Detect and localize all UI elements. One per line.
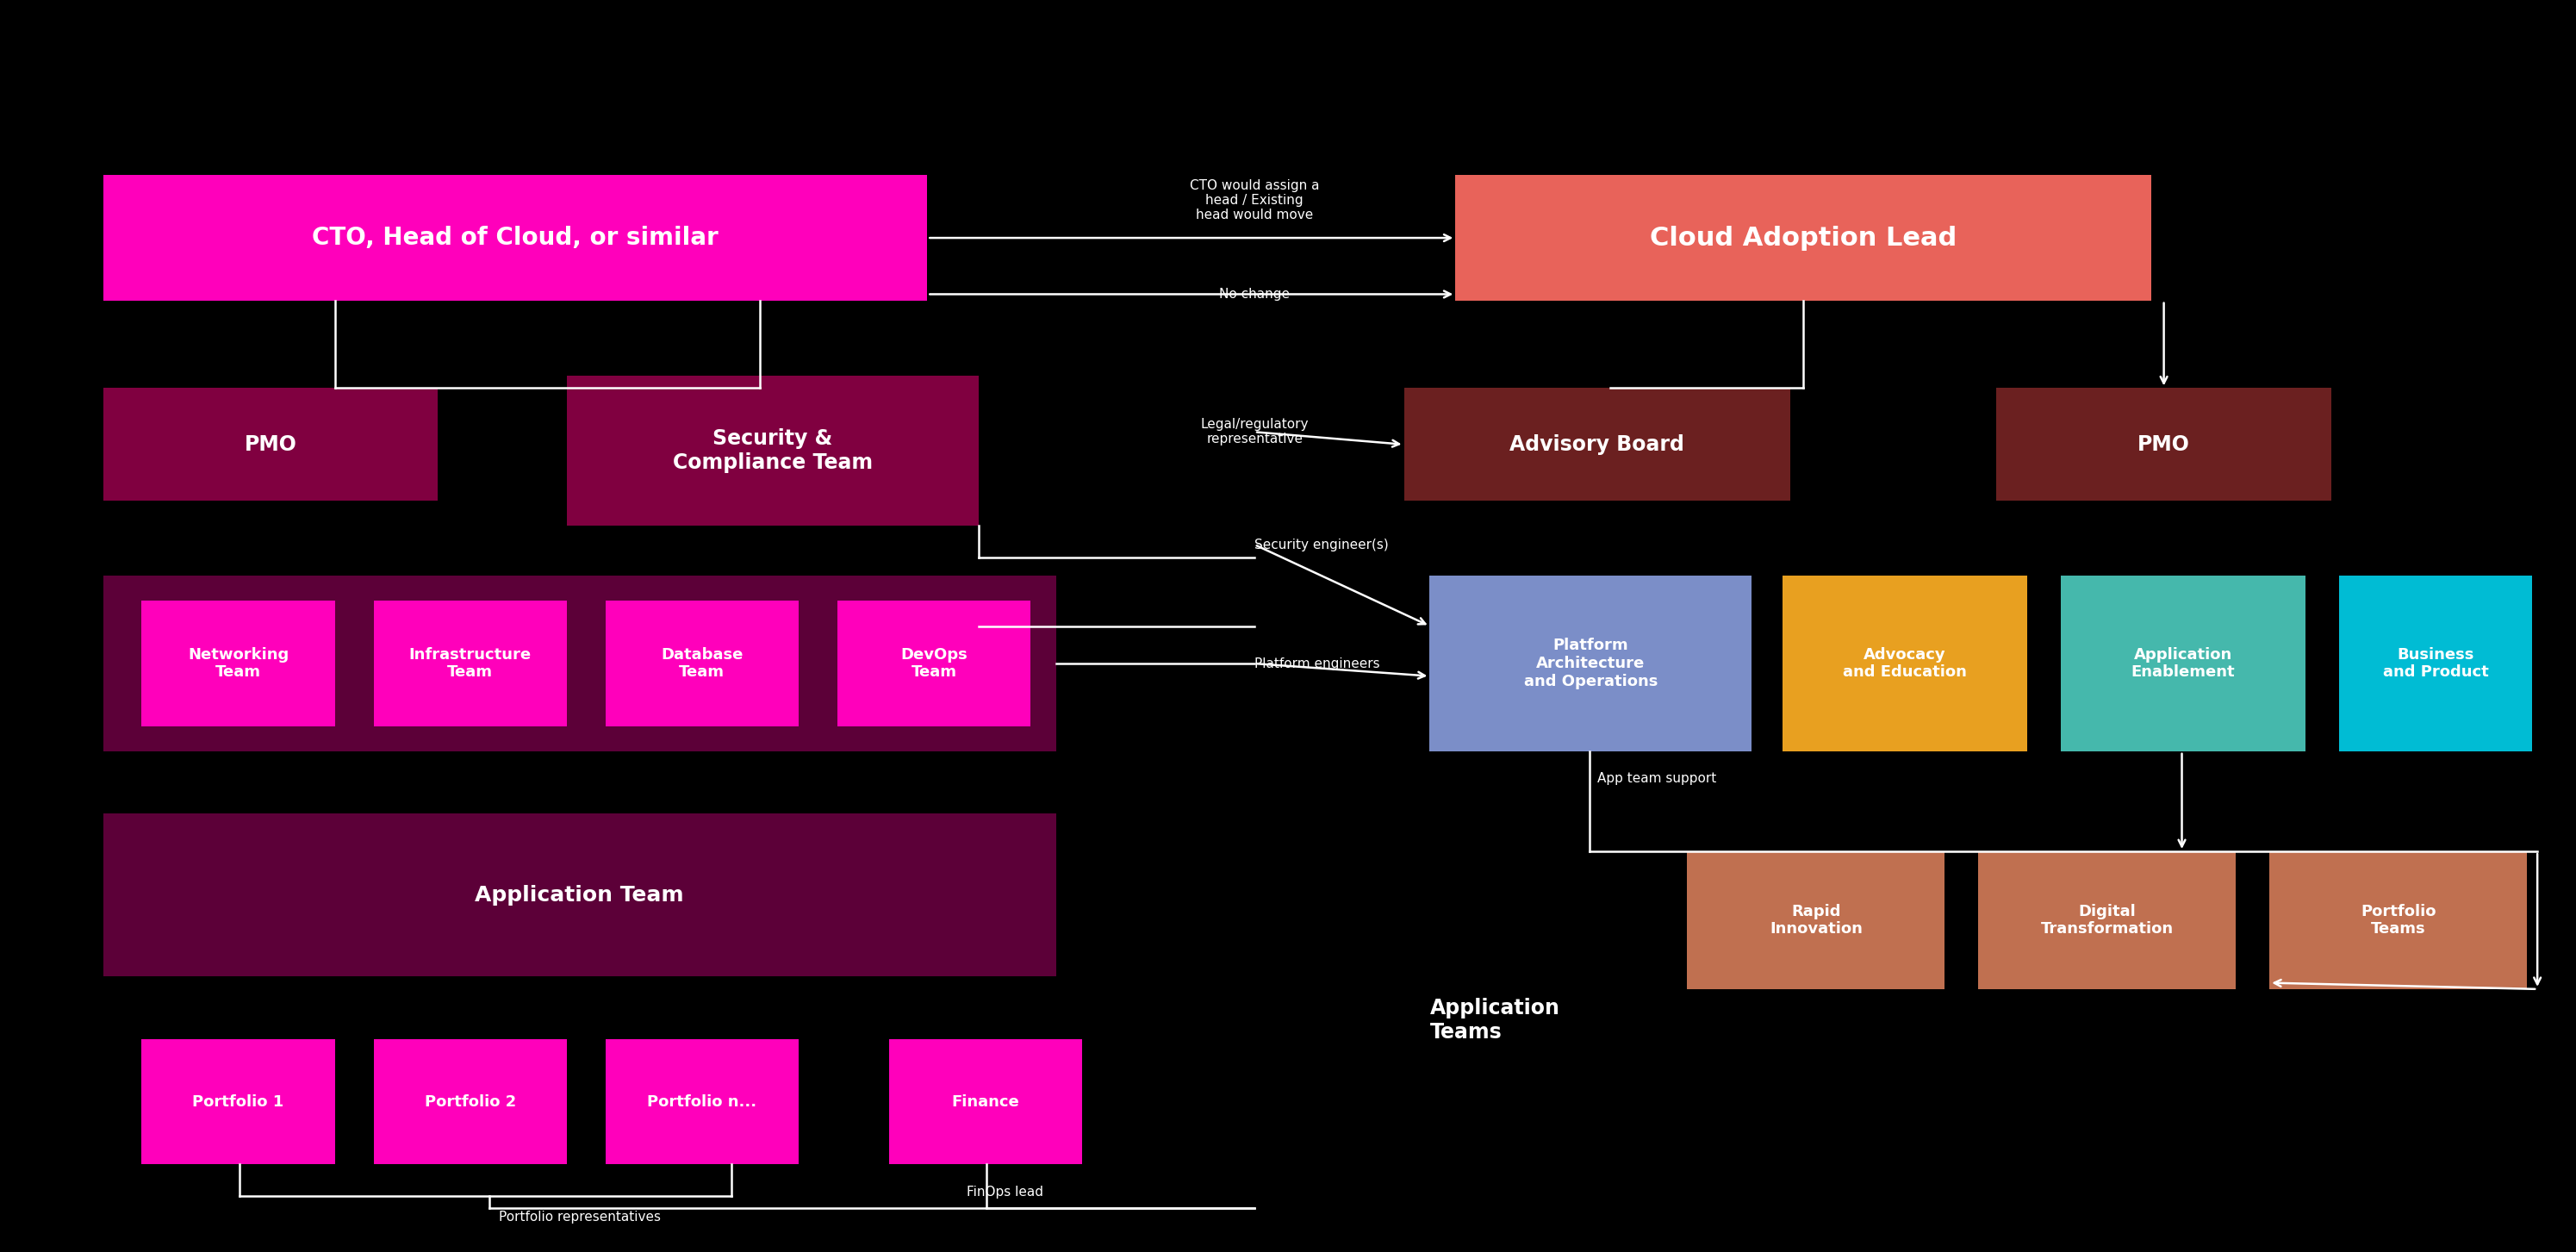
FancyBboxPatch shape: [1687, 851, 1945, 989]
FancyBboxPatch shape: [374, 1039, 567, 1164]
Text: PMO: PMO: [245, 434, 296, 454]
FancyBboxPatch shape: [1455, 175, 2151, 300]
Text: Infrastructure
Team: Infrastructure Team: [410, 647, 531, 680]
Text: Platform engineers: Platform engineers: [1255, 657, 1381, 670]
Text: CTO, Head of Cloud, or similar: CTO, Head of Cloud, or similar: [312, 225, 719, 250]
Text: Cloud Adoption Lead: Cloud Adoption Lead: [1649, 225, 1958, 250]
Text: Advocacy
and Education: Advocacy and Education: [1842, 647, 1968, 680]
Text: Application
Teams: Application Teams: [1430, 998, 1558, 1043]
FancyBboxPatch shape: [103, 576, 1056, 751]
Text: CTO would assign a
head / Existing
head would move: CTO would assign a head / Existing head …: [1190, 179, 1319, 222]
Text: Application
Enablement: Application Enablement: [2130, 647, 2236, 680]
Text: Database
Team: Database Team: [662, 647, 742, 680]
Text: PMO: PMO: [2138, 434, 2190, 454]
Text: Advisory Board: Advisory Board: [1510, 434, 1685, 454]
FancyBboxPatch shape: [567, 376, 979, 526]
FancyBboxPatch shape: [889, 1039, 1082, 1164]
FancyBboxPatch shape: [1996, 388, 2331, 501]
Text: Security engineer(s): Security engineer(s): [1255, 538, 1388, 551]
Text: Portfolio
Teams: Portfolio Teams: [2360, 904, 2437, 936]
FancyBboxPatch shape: [103, 814, 1056, 977]
FancyBboxPatch shape: [605, 601, 799, 726]
Text: Portfolio 1: Portfolio 1: [193, 1094, 283, 1109]
FancyBboxPatch shape: [374, 601, 567, 726]
FancyBboxPatch shape: [2339, 576, 2532, 751]
FancyBboxPatch shape: [1404, 388, 1790, 501]
Text: Legal/regulatory
representative: Legal/regulatory representative: [1200, 418, 1309, 446]
FancyBboxPatch shape: [605, 1039, 799, 1164]
FancyBboxPatch shape: [103, 388, 438, 501]
FancyBboxPatch shape: [103, 175, 927, 300]
Text: Portfolio n...: Portfolio n...: [647, 1094, 757, 1109]
FancyBboxPatch shape: [2269, 851, 2527, 989]
FancyBboxPatch shape: [142, 1039, 335, 1164]
Text: App team support: App team support: [1597, 772, 1716, 785]
FancyBboxPatch shape: [1783, 576, 2027, 751]
Text: Platform
Architecture
and Operations: Platform Architecture and Operations: [1525, 637, 1656, 690]
Text: DevOps
Team: DevOps Team: [899, 647, 969, 680]
Text: Networking
Team: Networking Team: [188, 647, 289, 680]
Text: No change: No change: [1218, 288, 1291, 300]
Text: Security &
Compliance Team: Security & Compliance Team: [672, 428, 873, 473]
Text: FinOps lead: FinOps lead: [966, 1186, 1043, 1198]
Text: Portfolio 2: Portfolio 2: [425, 1094, 515, 1109]
Text: Business
and Product: Business and Product: [2383, 647, 2488, 680]
Text: Application Team: Application Team: [474, 885, 685, 905]
Text: Finance: Finance: [951, 1094, 1020, 1109]
Text: Portfolio representatives: Portfolio representatives: [500, 1211, 659, 1223]
FancyBboxPatch shape: [142, 601, 335, 726]
FancyBboxPatch shape: [2061, 576, 2306, 751]
Text: Rapid
Innovation: Rapid Innovation: [1770, 904, 1862, 936]
FancyBboxPatch shape: [837, 601, 1030, 726]
FancyBboxPatch shape: [1978, 851, 2236, 989]
Text: Digital
Transformation: Digital Transformation: [2040, 904, 2174, 936]
FancyBboxPatch shape: [1430, 576, 1752, 751]
